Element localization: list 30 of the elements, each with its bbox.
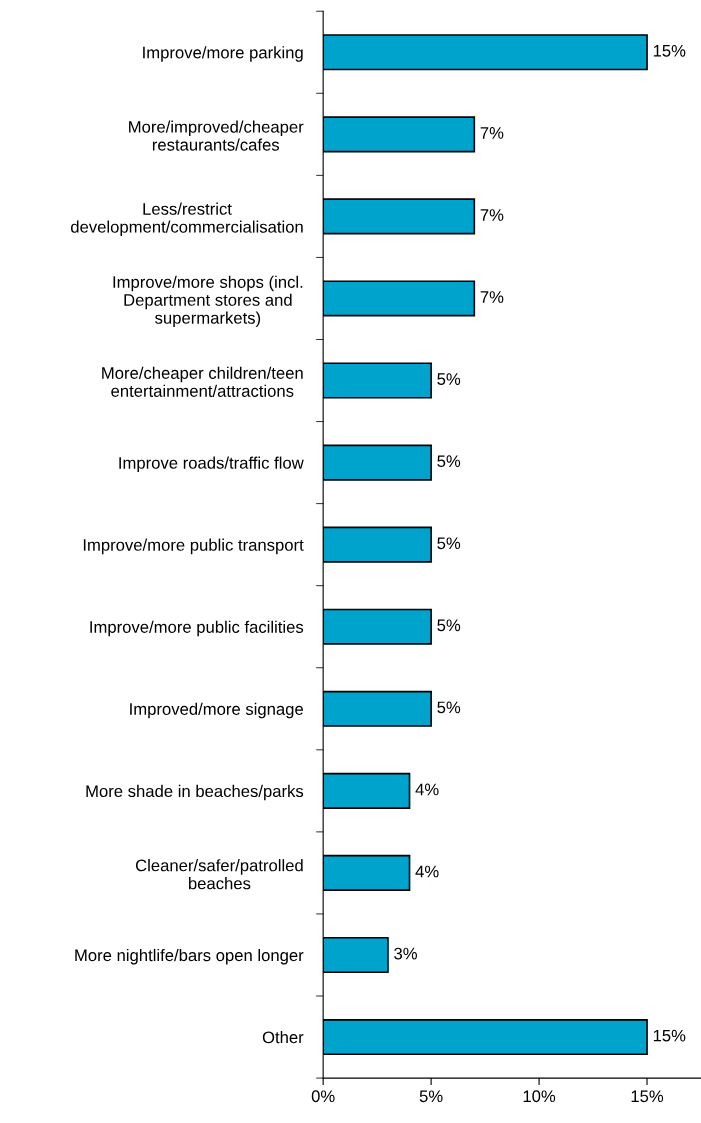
y-tick-label: Improve roads/traffic flow xyxy=(119,456,304,473)
x-tick-label: 0% xyxy=(311,1090,335,1103)
x-tick-label: 15% xyxy=(631,1090,664,1103)
y-tick-label: Cleaner/safer/patrolled beaches xyxy=(135,859,303,890)
y-tick-label: Improve/more shops (incl. Department stores and supermarkets) xyxy=(113,275,303,328)
data-label: 5% xyxy=(437,619,461,632)
y-tick-label: More shade in beaches/parks xyxy=(86,784,304,801)
y-tick-label: Improve/more parking xyxy=(143,46,303,62)
x-tick-label: 10% xyxy=(523,1090,556,1103)
y-tick-label: Other xyxy=(262,1031,304,1044)
y-tick-label: Less/restrict development/commercialisation xyxy=(70,202,303,237)
data-label: 3% xyxy=(394,947,417,960)
x-tick-label: 5% xyxy=(419,1090,443,1103)
y-tick-label: Improve/more public transport xyxy=(83,538,304,555)
data-label: 15% xyxy=(653,1029,686,1042)
data-label: 7% xyxy=(480,127,504,139)
y-tick-label: More/improved/cheaper restaurants/cafes xyxy=(129,120,304,151)
data-label: 7% xyxy=(480,291,504,303)
data-label: 15% xyxy=(653,45,686,57)
data-label: 4% xyxy=(415,783,439,796)
data-label: 5% xyxy=(437,701,461,714)
data-label: 5% xyxy=(437,537,461,550)
data-label: 5% xyxy=(437,373,461,385)
data-label: 4% xyxy=(415,865,439,878)
data-label: 5% xyxy=(437,455,461,468)
y-tick-label: More/cheaper children/teen entertainment/attractions xyxy=(102,366,303,397)
y-tick-label: Improved/more signage xyxy=(130,702,303,719)
y-tick-label: Improve/more public facilities xyxy=(90,620,304,637)
data-label: 7% xyxy=(480,209,504,221)
y-tick-label: More nightlife/bars open longer xyxy=(75,948,304,965)
